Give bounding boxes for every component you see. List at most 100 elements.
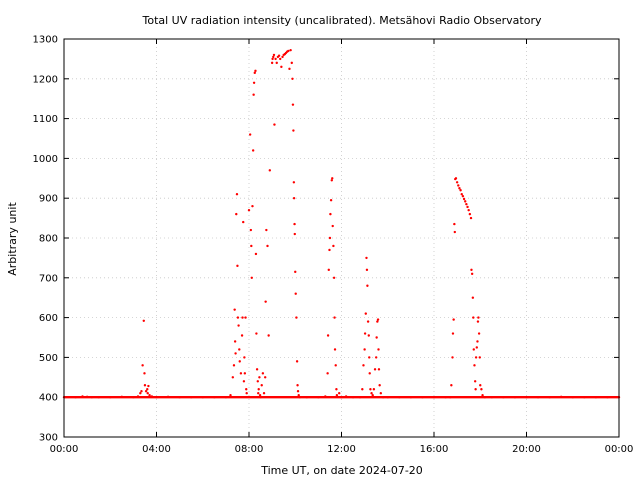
data-point	[97, 396, 100, 399]
data-point	[143, 384, 147, 387]
data-point	[146, 388, 149, 391]
data-point	[147, 384, 150, 388]
data-point	[251, 204, 254, 208]
data-point	[481, 394, 484, 397]
data-point	[377, 368, 381, 371]
data-point	[141, 364, 144, 367]
y-tick-label: 500	[39, 353, 58, 364]
data-point	[250, 276, 253, 279]
data-point	[454, 177, 458, 180]
data-point	[371, 394, 374, 397]
data-point	[476, 320, 480, 323]
data-point	[296, 390, 300, 393]
data-point	[464, 200, 467, 203]
chart-title: Total UV radiation intensity (uncalibrat…	[142, 14, 542, 27]
data-point	[120, 395, 124, 399]
y-tick-label: 1100	[33, 114, 58, 125]
data-point	[480, 388, 483, 391]
data-point	[457, 184, 460, 187]
data-point	[213, 396, 216, 399]
data-point	[329, 212, 332, 216]
data-point	[381, 396, 385, 399]
data-point	[132, 396, 135, 399]
data-point	[279, 57, 282, 61]
data-point	[81, 395, 84, 398]
x-tick-label: 12:00	[327, 444, 356, 455]
data-point	[293, 222, 296, 226]
data-point	[292, 197, 296, 200]
data-point	[287, 49, 290, 53]
data-point	[235, 212, 238, 216]
data-point	[471, 296, 475, 299]
data-point	[326, 334, 330, 337]
data-point	[462, 197, 466, 201]
data-point	[368, 356, 371, 359]
data-point	[477, 332, 481, 335]
data-point	[332, 276, 336, 279]
data-point	[150, 395, 154, 398]
data-point	[237, 324, 240, 327]
data-point	[375, 336, 378, 339]
data-point	[444, 396, 447, 399]
data-point	[255, 368, 259, 371]
data-point	[451, 356, 454, 359]
data-point	[297, 394, 300, 397]
data-point	[458, 187, 461, 190]
data-point	[268, 169, 272, 172]
data-point	[376, 320, 379, 323]
data-point	[466, 205, 469, 209]
data-point	[317, 396, 320, 399]
data-point	[483, 396, 487, 399]
data-point	[234, 352, 237, 355]
data-point	[513, 396, 517, 399]
data-point	[373, 368, 377, 371]
data-point	[272, 55, 275, 59]
data-point	[333, 316, 336, 319]
grid	[64, 39, 619, 437]
data-point	[291, 77, 294, 81]
data-point	[460, 193, 463, 196]
data-point	[468, 212, 472, 216]
data-point	[379, 392, 383, 395]
data-point	[245, 392, 248, 395]
data-point	[477, 316, 480, 319]
data-point	[224, 396, 228, 399]
data-point	[372, 388, 376, 391]
y-axis-label: Arbitrary unit	[6, 202, 19, 276]
data-point	[232, 364, 236, 367]
x-tick-label: 08:00	[235, 444, 264, 455]
data-point	[140, 390, 143, 393]
x-axis-label: Time UT, on date 2024-07-20	[260, 464, 423, 477]
data-point	[288, 67, 291, 71]
data-point	[295, 360, 299, 363]
data-point	[337, 392, 341, 395]
data-point	[243, 372, 247, 375]
data-point	[366, 284, 369, 287]
data-point	[606, 396, 609, 399]
data-point	[559, 395, 563, 399]
plot-frame	[63, 38, 620, 438]
data-point	[271, 57, 274, 61]
data-point	[293, 232, 296, 236]
data-point	[453, 230, 457, 234]
data-point	[328, 248, 331, 252]
data-point	[334, 364, 337, 367]
data-point	[109, 396, 112, 399]
data-point	[473, 364, 476, 367]
data-point	[189, 396, 193, 399]
data-point	[327, 268, 330, 272]
data-point	[146, 392, 149, 395]
data-point	[274, 57, 277, 61]
data-point	[330, 179, 333, 182]
data-point	[398, 396, 401, 399]
data-point	[241, 316, 244, 319]
data-point	[262, 392, 266, 395]
data-point	[467, 208, 470, 212]
data-point	[258, 394, 262, 397]
data-point	[254, 69, 257, 73]
data-point	[335, 388, 338, 391]
data-point	[166, 395, 170, 399]
data-point	[290, 61, 293, 65]
data-point	[229, 394, 232, 397]
